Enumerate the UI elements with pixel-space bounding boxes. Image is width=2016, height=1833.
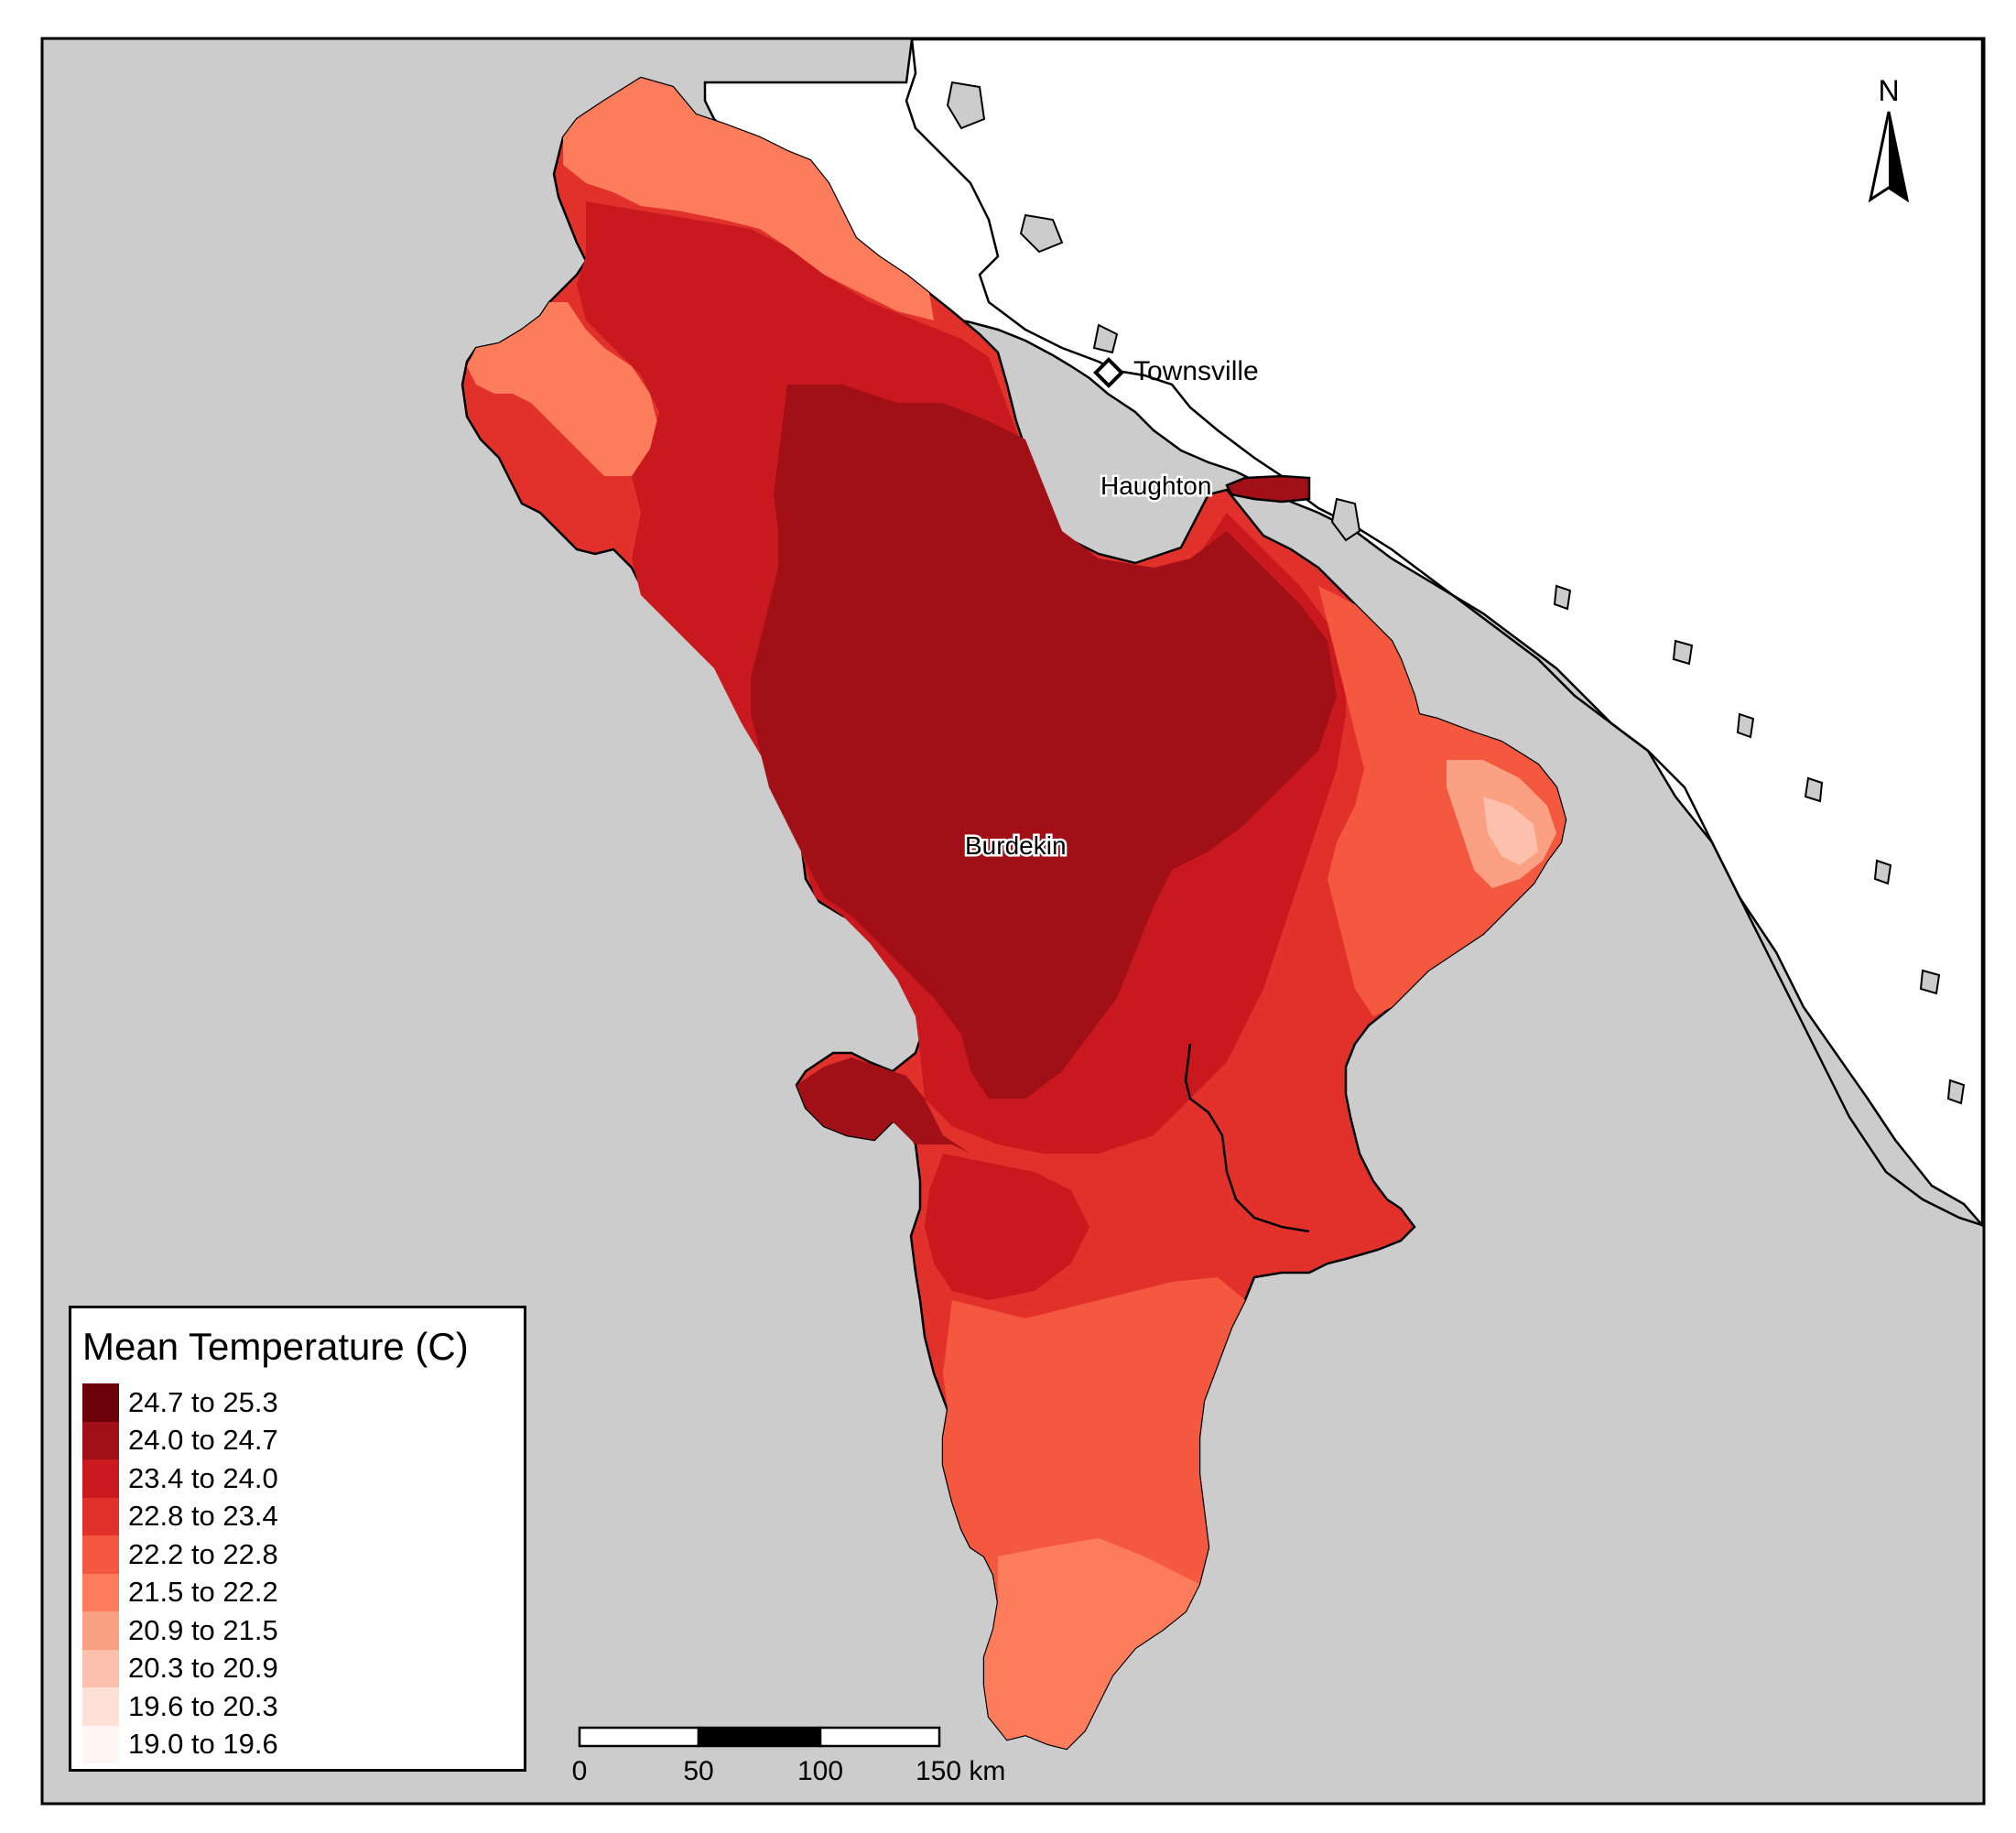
townsville-marker [1093, 357, 1124, 388]
legend-label: 20.9 to 21.5 [128, 1613, 278, 1646]
legend-label: 23.4 to 24.0 [128, 1461, 278, 1494]
legend-swatch [82, 1687, 119, 1726]
coastline [905, 38, 1983, 1227]
legend-label: 19.6 to 20.3 [128, 1689, 278, 1722]
scale-label-100: 100 [797, 1756, 843, 1786]
legend-item: 24.0 to 24.7 [82, 1421, 278, 1459]
scale-label-150: 150 km [916, 1756, 1005, 1786]
legend-swatch [82, 1459, 119, 1498]
townsville-label: Townsville [1133, 356, 1259, 386]
legend-swatch [82, 1611, 119, 1650]
legend-item: 21.5 to 22.2 [82, 1573, 278, 1611]
legend-label: 19.0 to 19.6 [128, 1728, 278, 1761]
legend-item: 22.8 to 23.4 [82, 1497, 278, 1535]
legend-label: 24.0 to 24.7 [128, 1424, 278, 1457]
burdekin-catchment [461, 76, 1567, 1751]
legend-item: 24.7 to 25.3 [82, 1383, 278, 1422]
legend-title: Mean Temperature (C) [82, 1325, 469, 1368]
legend-swatch [82, 1497, 119, 1535]
legend-item: 23.4 to 24.0 [82, 1459, 278, 1498]
burdekin-label: Burdekin [965, 831, 1067, 860]
haughton-label: Haughton [1100, 472, 1211, 500]
north-arrow-icon: N [1868, 74, 1910, 203]
islands [946, 81, 1966, 1105]
legend-label: 22.8 to 23.4 [128, 1500, 278, 1533]
legend-swatch [82, 1421, 119, 1459]
legend-label: 21.5 to 22.2 [128, 1576, 278, 1609]
legend: Mean Temperature (C) 24.7 to 25.3 24.0 to… [69, 1306, 526, 1772]
legend-swatch [82, 1725, 119, 1763]
scale-label-0: 0 [572, 1756, 588, 1786]
svg-text:N: N [1878, 74, 1899, 107]
legend-label: 24.7 to 25.3 [128, 1385, 278, 1418]
legend-item: 20.9 to 21.5 [82, 1611, 278, 1650]
legend-swatch [82, 1535, 119, 1574]
legend-item: 19.0 to 19.6 [82, 1725, 278, 1763]
legend-label: 22.2 to 22.8 [128, 1537, 278, 1570]
scale-bar: 0 50 100 150 km [572, 1726, 1005, 1786]
subbasin-boundary [1184, 1043, 1310, 1233]
haughton-catchment [1225, 474, 1311, 504]
legend-item: 20.3 to 20.9 [82, 1649, 278, 1687]
legend-swatch [82, 1383, 119, 1422]
legend-label: 20.3 to 20.9 [128, 1652, 278, 1685]
legend-item: 22.2 to 22.8 [82, 1535, 278, 1574]
legend-swatch [82, 1649, 119, 1687]
legend-list: 24.7 to 25.3 24.0 to 24.7 23.4 to 24.0 22.8… [82, 1383, 278, 1763]
scale-label-50: 50 [683, 1756, 713, 1786]
legend-item: 19.6 to 20.3 [82, 1687, 278, 1726]
legend-swatch [82, 1573, 119, 1611]
